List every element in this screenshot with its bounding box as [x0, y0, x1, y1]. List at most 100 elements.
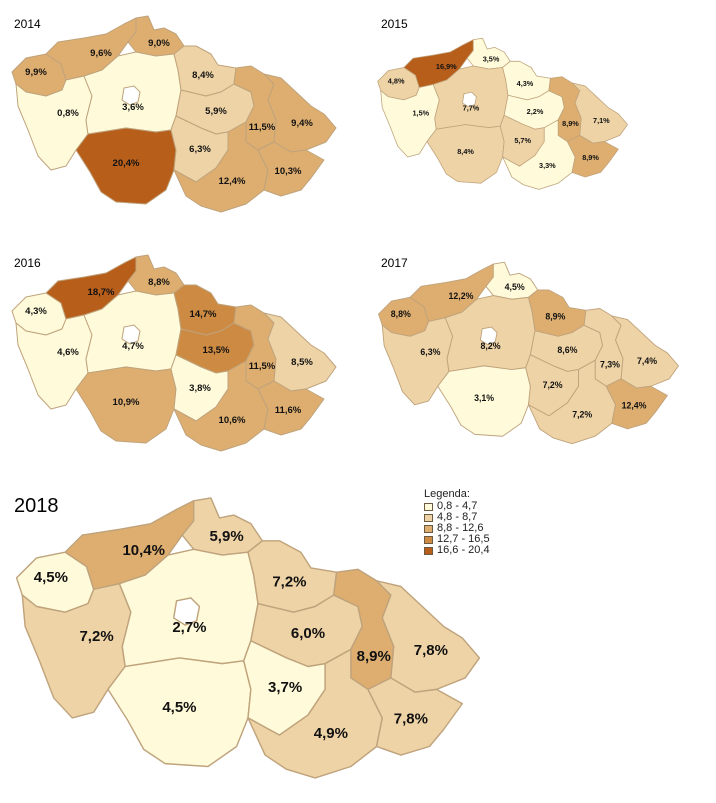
region-jihomoravsky — [528, 359, 616, 445]
region-label-pardubicky: 6,0% — [291, 625, 325, 642]
region-label-zlinsky: 10,3% — [275, 166, 302, 177]
legend-swatch — [424, 513, 433, 522]
region-label-vysocina: 6,3% — [189, 144, 211, 155]
region-praha — [462, 91, 477, 108]
region-label-zlinsky: 12,4% — [622, 400, 647, 410]
region-liberecky — [181, 497, 263, 556]
region-label-pardubicky: 2,2% — [527, 107, 544, 116]
region-label-jihomoravsky: 7,2% — [572, 410, 592, 420]
region-label-jihocesky: 20,4% — [113, 158, 140, 169]
region-label-jihocesky: 4,5% — [162, 699, 196, 716]
region-label-liberecky: 4,5% — [505, 282, 525, 292]
region-liberecky — [127, 15, 185, 57]
map-2017: 8,8% 12,2% 4,5% 6,3% 8,2% 8,9% 8,6% 3,1% 7,2% 7,3… — [378, 261, 679, 445]
region-label-karlovarsky: 9,9% — [25, 67, 47, 78]
region-jihomoravsky — [247, 648, 383, 779]
region-label-moravskoslezsky: 7,8% — [414, 642, 448, 659]
region-label-jihocesky: 10,9% — [113, 397, 140, 408]
region-zlinsky — [567, 134, 619, 178]
region-label-zlinsky: 11,6% — [275, 405, 302, 416]
region-praha — [121, 85, 141, 106]
region-label-ustecky: 12,2% — [448, 291, 473, 301]
region-label-stredocesky: 4,7% — [122, 341, 144, 352]
region-zlinsky — [605, 378, 668, 430]
legend-label: 8,8 - 12,6 — [437, 522, 484, 534]
region-zlinsky — [257, 141, 325, 197]
region-jihocesky — [75, 127, 177, 205]
region-jihomoravsky — [173, 360, 269, 452]
region-label-moravskoslezsky: 9,4% — [291, 118, 313, 129]
region-moravskoslezsky — [571, 82, 628, 144]
legend-item: 8,8 - 12,6 — [424, 522, 490, 534]
region-praha — [479, 326, 498, 346]
legend-item: 12,7 - 16,5 — [424, 533, 490, 545]
region-moravskoslezsky — [263, 73, 337, 153]
region-label-plzensky: 6,3% — [420, 347, 440, 357]
region-jihocesky — [426, 124, 505, 184]
year-label-2018: 2018 — [14, 495, 59, 517]
year-label-2016: 2016 — [14, 256, 41, 270]
year-label-2017: 2017 — [381, 256, 408, 270]
region-label-pardubicky: 5,9% — [205, 106, 227, 117]
region-moravskoslezsky — [263, 312, 337, 392]
region-label-liberecky: 8,8% — [148, 277, 170, 288]
year-label-2015: 2015 — [381, 17, 408, 31]
region-label-vysocina: 7,2% — [543, 380, 563, 390]
region-label-stredocesky: 2,7% — [172, 619, 206, 636]
legend-swatch — [424, 535, 433, 544]
legend-item: 0,8 - 4,7 — [424, 500, 490, 512]
region-label-ustecky: 9,6% — [90, 48, 112, 59]
region-praha — [172, 597, 201, 626]
map-2014: 9,9% 9,6% 9,0% 0,8% 3,6% 8,4% 5,9% 20,4% 6,3% 11,… — [11, 15, 337, 213]
region-label-olomoucky: 11,5% — [249, 122, 276, 133]
legend-item: 4,8 - 8,7 — [424, 511, 490, 523]
region-liberecky — [127, 254, 185, 296]
region-label-pardubicky: 13,5% — [203, 345, 230, 356]
region-label-plzensky: 7,2% — [79, 628, 113, 645]
region-label-kralovehradecky: 14,7% — [190, 309, 217, 320]
region-label-olomoucky: 8,9% — [562, 119, 579, 128]
region-jihocesky — [75, 366, 177, 444]
region-jihomoravsky — [173, 121, 269, 213]
region-label-vysocina: 5,7% — [514, 136, 531, 145]
legend: Legenda: 0,8 - 4,7 4,8 - 8,7 8,8 - 12,6 … — [424, 488, 490, 556]
region-label-vysocina: 3,7% — [268, 679, 302, 696]
map-2018: 4,5% 10,4% 5,9% 7,2% 2,7% 7,2% 6,0% 4,5% 3,7% 8,9… — [15, 497, 481, 779]
region-label-karlovarsky: 8,8% — [391, 309, 411, 319]
region-label-stredocesky: 8,2% — [481, 341, 501, 351]
region-label-kralovehradecky: 8,4% — [192, 70, 214, 81]
region-label-kralovehradecky: 7,2% — [272, 574, 306, 591]
region-label-jihomoravsky: 10,6% — [219, 415, 246, 426]
region-jihocesky — [437, 365, 531, 437]
legend-label: 4,8 - 8,7 — [437, 511, 478, 523]
region-label-kralovehradecky: 4,3% — [517, 79, 534, 88]
region-label-ustecky: 10,4% — [122, 542, 165, 559]
region-label-zlinsky: 7,8% — [394, 711, 428, 728]
region-label-plzensky: 0,8% — [57, 108, 79, 119]
region-label-moravskoslezsky: 8,5% — [291, 357, 313, 368]
legend-label: 12,7 - 16,5 — [437, 533, 490, 545]
region-label-plzensky: 4,6% — [57, 347, 79, 358]
map-2016: 4,3% 18,7% 8,8% 4,6% 4,7% 14,7% 13,5% 10,9% 3,8%… — [11, 254, 337, 452]
region-label-stredocesky: 3,6% — [122, 102, 144, 113]
region-label-jihocesky: 3,1% — [474, 393, 494, 403]
region-label-jihomoravsky: 4,9% — [314, 725, 348, 742]
legend-swatch — [424, 502, 433, 511]
region-label-olomoucky: 7,3% — [600, 360, 620, 370]
legend-title: Legenda: — [424, 488, 470, 500]
region-label-zlinsky: 8,9% — [582, 153, 599, 162]
region-label-jihocesky: 8,4% — [457, 147, 474, 156]
region-label-pardubicky: 8,6% — [557, 345, 577, 355]
region-label-ustecky: 18,7% — [88, 287, 115, 298]
region-label-ustecky: 16,9% — [436, 62, 457, 71]
region-moravskoslezsky — [375, 580, 481, 693]
region-jihocesky — [107, 657, 252, 768]
region-label-liberecky: 9,0% — [148, 38, 170, 49]
region-label-moravskoslezsky: 7,4% — [637, 356, 657, 366]
region-label-moravskoslezsky: 7,1% — [593, 116, 610, 125]
region-label-kralovehradecky: 8,9% — [545, 312, 565, 322]
region-label-liberecky: 5,9% — [209, 528, 243, 545]
region-label-olomoucky: 8,9% — [357, 648, 391, 665]
region-liberecky — [485, 261, 539, 300]
region-jihomoravsky — [502, 119, 576, 190]
